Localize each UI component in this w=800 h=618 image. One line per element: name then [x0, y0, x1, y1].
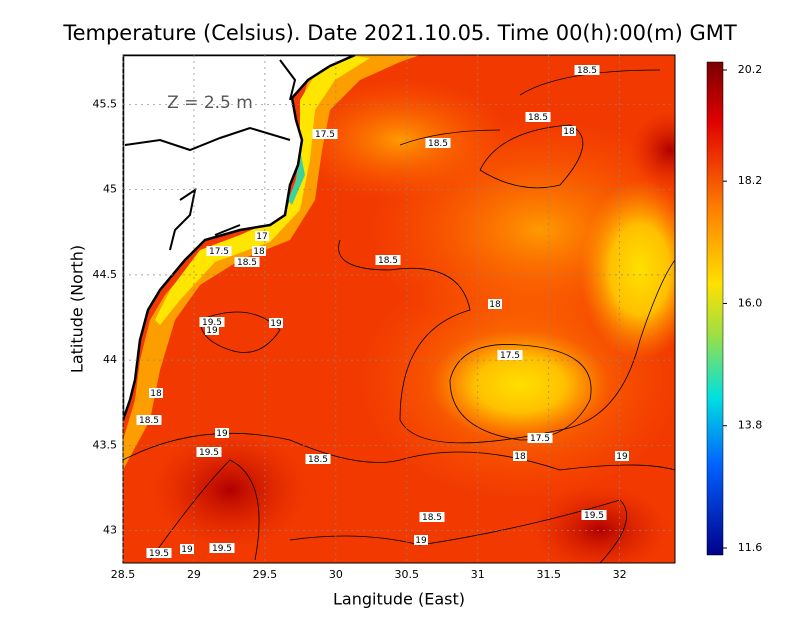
- contour-label-box: [527, 433, 553, 443]
- contour-label-box: [206, 246, 232, 256]
- contour-label-box: [414, 535, 428, 545]
- contour-label-box: [305, 454, 331, 464]
- y-tick-label: 44.5: [93, 268, 118, 281]
- contour-label: 18: [489, 300, 501, 310]
- contour-label: 19.5: [584, 511, 604, 521]
- contour-label: 19: [206, 326, 218, 336]
- contour-label-box: [146, 548, 172, 558]
- contour-label: 17: [256, 232, 267, 242]
- colorbar-tick-label: 11.6: [738, 541, 763, 554]
- x-tick-label: 29.5: [253, 568, 278, 581]
- contour-label-box: [574, 65, 600, 75]
- x-tick-label: 31.5: [536, 568, 561, 581]
- y-tick-label: 45.5: [93, 97, 118, 110]
- colorbar-tick-label: 18.2: [738, 174, 763, 187]
- contour-label: 18.5: [528, 113, 548, 123]
- colorbar: [706, 61, 724, 556]
- contour-label: 19.5: [149, 549, 169, 559]
- contour-label-box: [215, 428, 229, 438]
- contour-label: 18: [563, 127, 575, 137]
- x-tick-label: 32: [613, 568, 627, 581]
- contour-label: 18: [150, 389, 162, 399]
- contour-label: 18.5: [577, 66, 597, 76]
- contour-label-box: [615, 451, 629, 461]
- contour-label-box: [252, 246, 266, 256]
- x-tick-label: 31: [471, 568, 485, 581]
- contour-label: 18: [253, 247, 265, 257]
- contour-label: 19: [616, 452, 628, 462]
- colorbar-tick-label: 13.8: [738, 419, 763, 432]
- x-tick-label: 30: [329, 568, 343, 581]
- contour-label-box: [199, 317, 225, 327]
- contour-label-box: [269, 318, 283, 328]
- y-axis-label: Latitude (North): [68, 245, 87, 373]
- contour-label-box: [375, 255, 401, 265]
- contour-label-box: [209, 543, 235, 553]
- contour-label-box: [196, 447, 222, 457]
- colorbar-tick-label: 16.0: [738, 296, 763, 309]
- contour-label: 19: [181, 545, 193, 555]
- x-tick-label: 29: [187, 568, 201, 581]
- contour-label-box: [525, 112, 551, 122]
- contour-label: 19.5: [202, 318, 222, 328]
- x-tick-label: 28.5: [111, 568, 136, 581]
- y-tick-label: 44: [103, 353, 117, 366]
- contour-label: 18.5: [428, 139, 448, 149]
- contour-label: 19: [216, 429, 228, 439]
- contour-label-box: [312, 129, 338, 139]
- contour-label-box: [180, 544, 194, 554]
- colorbar-tick-label: 20.2: [738, 63, 763, 76]
- contour-label: 18.5: [378, 256, 398, 266]
- x-tick-label: 30.5: [395, 568, 420, 581]
- contour-label-box: [205, 325, 219, 335]
- contour-label-box: [136, 415, 162, 425]
- contour-label: 18.5: [308, 455, 328, 465]
- contour-label: 19.5: [212, 544, 232, 554]
- contour-label: 17.5: [315, 130, 335, 140]
- contour-label: 18.5: [422, 513, 442, 523]
- contour-label-box: [513, 451, 527, 461]
- temperature-field: [123, 55, 675, 563]
- contour-label-box: [149, 388, 163, 398]
- contour-label-box: [234, 257, 260, 267]
- contour-label: 17.5: [209, 247, 229, 257]
- contour-label-box: [419, 512, 445, 522]
- contour-label: 19: [415, 536, 427, 546]
- contour-label: 17.5: [530, 434, 550, 444]
- contour-label-box: [497, 350, 523, 360]
- contour-label-box: [255, 231, 269, 241]
- contour-label-box: [488, 299, 502, 309]
- contour-label: 18.5: [237, 258, 257, 268]
- depth-label: Z = 2.5 m: [167, 93, 253, 113]
- contour-label-box: [425, 138, 451, 148]
- y-tick-label: 43: [103, 524, 117, 537]
- y-tick-label: 45: [103, 183, 117, 196]
- contour-label: 19: [270, 319, 282, 329]
- x-axis-label: Langitude (East): [333, 590, 465, 609]
- contour-label: 17.5: [500, 351, 520, 361]
- contour-label-box: [581, 510, 607, 520]
- contour-label: 18.5: [139, 416, 159, 426]
- contour-label: 18: [514, 452, 526, 462]
- contour-label-box: [562, 126, 576, 136]
- contour-label: 19.5: [199, 448, 219, 458]
- y-tick-label: 43.5: [93, 438, 118, 451]
- map-title: Temperature (Celsius). Date 2021.10.05. …: [62, 21, 737, 45]
